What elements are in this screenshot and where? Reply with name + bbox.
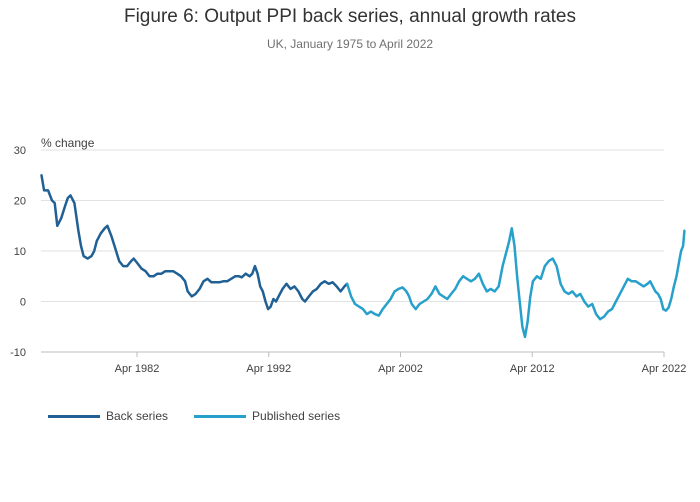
- x-tick-label: Apr 1982: [115, 363, 160, 375]
- y-tick-label: 20: [14, 196, 26, 208]
- legend-swatch-published-series: [194, 414, 247, 418]
- legend: Back series Published series: [48, 409, 366, 423]
- x-tick-label: Apr 2022: [642, 363, 687, 375]
- legend-item-published-series[interactable]: Published series: [194, 409, 340, 423]
- legend-label-published-series: Published series: [252, 409, 341, 423]
- legend-label-back-series: Back series: [106, 409, 169, 423]
- series-line-published-series: [345, 227, 686, 339]
- y-tick-label: -10: [10, 347, 26, 359]
- y-tick-label: 0: [20, 297, 26, 309]
- legend-item-back-series[interactable]: Back series: [48, 409, 168, 423]
- y-tick-label: 10: [14, 246, 26, 258]
- legend-swatch-back-series: [48, 414, 100, 418]
- x-tick-label: Apr 1992: [246, 363, 291, 375]
- chart-title: Figure 6: Output PPI back series, annual…: [123, 6, 576, 27]
- x-tick-label: Apr 2012: [510, 363, 555, 375]
- series-line-back-series: [40, 174, 349, 311]
- chart-subtitle: UK, January 1975 to April 2022: [266, 37, 434, 51]
- y-tick-label: 30: [14, 145, 26, 157]
- y-axis-label: % change: [41, 136, 95, 150]
- x-tick-label: Apr 2002: [378, 363, 423, 375]
